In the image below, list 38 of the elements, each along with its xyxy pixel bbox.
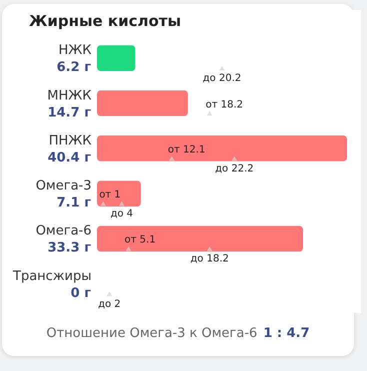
text: Отношение Омега-3 к Омега-6 (46, 326, 258, 341)
point (169, 156, 175, 161)
point (206, 110, 212, 116)
point (126, 246, 132, 252)
y-tick-label: Омега-6 (36, 224, 92, 239)
data-label: от 18.2 (206, 99, 244, 110)
bar (97, 226, 304, 252)
data-label: от 5.1 (124, 234, 156, 246)
data-label: 0 г (70, 286, 92, 301)
point (119, 201, 124, 206)
chart-title: Жирные кислоты (29, 12, 182, 30)
y-tick-label: Омега-3 (36, 178, 92, 194)
data-label: до 20.2 (202, 73, 242, 84)
data-label: 7.1 г (56, 196, 92, 211)
y-tick-label: НЖК (58, 43, 92, 58)
data-label: 6.2 г (56, 60, 92, 76)
bar (97, 180, 141, 207)
y-tick-label: ПНЖК (48, 133, 92, 148)
bar (97, 45, 136, 72)
data-label: 14.7 г (48, 105, 92, 120)
data-label: до 4 (110, 208, 134, 220)
data-label: от 12.1 (168, 144, 206, 156)
point (100, 201, 106, 206)
data-label: 40.4 г (48, 150, 92, 166)
point (106, 291, 112, 296)
point (232, 156, 238, 161)
data-label: до 2 (98, 298, 121, 310)
bar (97, 90, 188, 116)
y-tick-label: МНЖК (47, 88, 92, 104)
y-tick-label: Трансжиры (12, 268, 92, 284)
text: 1 : 4.7 (263, 326, 310, 341)
point (206, 246, 212, 252)
data-label: 33.3 г (48, 240, 92, 256)
data-label: от 1 (99, 190, 121, 201)
data-label: до 22.2 (215, 163, 254, 174)
data-label: до 18.2 (190, 254, 229, 265)
point (219, 66, 225, 71)
bar (97, 135, 347, 162)
